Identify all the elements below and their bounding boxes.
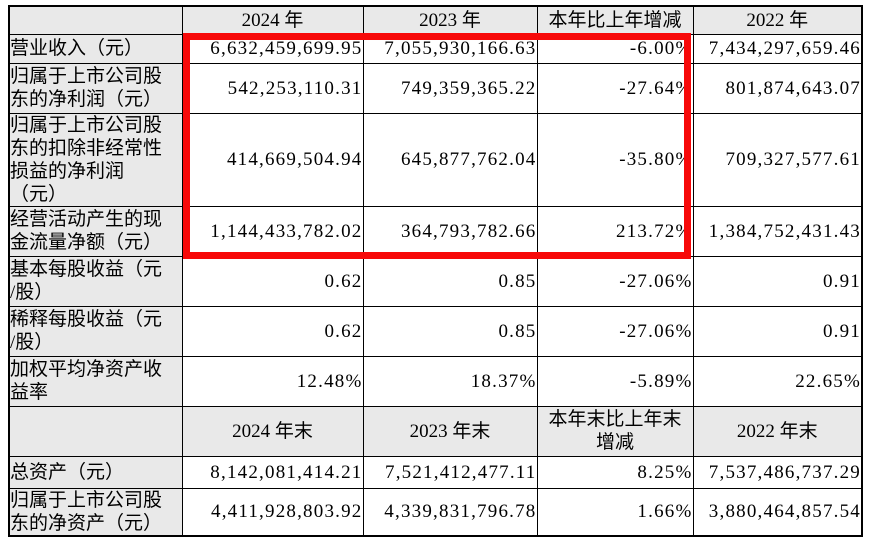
value-yoy: -27.06% [536,255,694,307]
value-2022: 1,384,752,431.43 [692,205,863,257]
row-label: 营业收入（元） [8,33,183,64]
header-yoy-change: 本年比上年增减 [536,5,694,35]
financial-summary-table: 2024 年 2023 年 本年比上年增减 2022 年 营业收入（元） 6,6… [8,5,863,537]
header-2022: 2022 年 [692,5,863,35]
value-2024: 0.62 [181,305,364,357]
value-yoy: -35.80% [536,112,694,207]
value-yoy: 1.66% [536,487,694,536]
row-total-assets: 总资产（元） 8,142,081,414.21 7,521,412,477.11… [8,455,863,489]
value-2024: 542,253,110.31 [181,62,364,114]
value-yoy: -6.00% [536,33,694,64]
value-2024: 6,632,459,699.95 [181,33,364,64]
value-2022: 7,434,297,659.46 [692,33,863,64]
value-2024: 414,669,504.94 [181,112,364,207]
row-label: 基本每股收益（元 /股） [8,255,183,307]
value-2024: 4,411,928,803.92 [181,487,364,536]
value-2022: 22.65% [692,355,863,407]
header-2024-end: 2024 年末 [181,405,364,457]
value-2024: 0.62 [181,255,364,307]
row-basic-eps: 基本每股收益（元 /股） 0.62 0.85 -27.06% 0.91 [8,255,863,307]
header-2024: 2024 年 [181,5,364,35]
header-row-annual: 2024 年 2023 年 本年比上年增减 2022 年 [8,5,863,35]
row-operating-cash-flow: 经营活动产生的现 金流量净额（元） 1,144,433,782.02 364,7… [8,205,863,257]
value-2023: 364,793,782.66 [362,205,538,257]
header-row-year-end: 2024 年末 2023 年末 本年末比上年末 增减 2022 年末 [8,405,863,457]
row-diluted-eps: 稀释每股收益（元 /股） 0.62 0.85 -27.06% 0.91 [8,305,863,357]
value-2023: 7,521,412,477.11 [362,455,538,489]
header-yoy-end-change: 本年末比上年末 增减 [536,405,694,457]
row-label: 归属于上市公司股 东的扣除非经常性 损益的净利润 （元） [8,112,183,207]
row-label: 稀释每股收益（元 /股） [8,305,183,357]
value-yoy: 213.72% [536,205,694,257]
value-2024: 1,144,433,782.02 [181,205,364,257]
row-deducted-net-profit: 归属于上市公司股 东的扣除非经常性 损益的净利润 （元） 414,669,504… [8,112,863,207]
value-2023: 18.37% [362,355,538,407]
value-2022: 709,327,577.61 [692,112,863,207]
header-empty-cell [8,5,183,35]
row-label: 经营活动产生的现 金流量净额（元） [8,205,183,257]
value-2022: 801,874,643.07 [692,62,863,114]
value-2024: 12.48% [181,355,364,407]
value-yoy: -27.06% [536,305,694,357]
value-2023: 7,055,930,166.63 [362,33,538,64]
row-label: 归属于上市公司股 东的净利润（元） [8,62,183,114]
value-2023: 4,339,831,796.78 [362,487,538,536]
header-2023: 2023 年 [362,5,538,35]
row-label: 加权平均净资产收 益率 [8,355,183,407]
value-2022: 0.91 [692,255,863,307]
value-2022: 7,537,486,737.29 [692,455,863,489]
value-2023: 0.85 [362,255,538,307]
row-label: 归属于上市公司股 东的净资产（元） [8,487,183,536]
value-yoy: -27.64% [536,62,694,114]
value-2022: 0.91 [692,305,863,357]
header-2023-end: 2023 年末 [362,405,538,457]
header-2022-end: 2022 年末 [692,405,863,457]
value-2023: 0.85 [362,305,538,357]
row-operating-revenue: 营业收入（元） 6,632,459,699.95 7,055,930,166.6… [8,33,863,64]
value-2022: 3,880,464,857.54 [692,487,863,536]
value-yoy: -5.89% [536,355,694,407]
row-net-assets: 归属于上市公司股 东的净资产（元） 4,411,928,803.92 4,339… [8,487,863,536]
value-2023: 749,359,365.22 [362,62,538,114]
row-net-profit: 归属于上市公司股 东的净利润（元） 542,253,110.31 749,359… [8,62,863,114]
value-yoy: 8.25% [536,455,694,489]
row-label: 总资产（元） [8,455,183,489]
value-2023: 645,877,762.04 [362,112,538,207]
header-empty-cell [8,405,183,457]
row-weighted-roe: 加权平均净资产收 益率 12.48% 18.37% -5.89% 22.65% [8,355,863,407]
value-2024: 8,142,081,414.21 [181,455,364,489]
